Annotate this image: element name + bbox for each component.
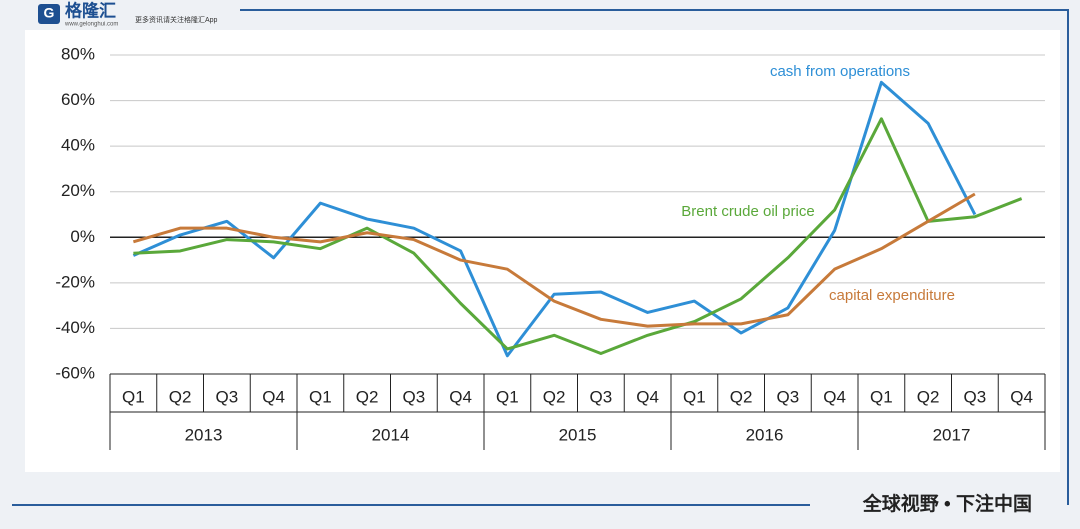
series-line (133, 117, 1023, 355)
y-tick-label: 0% (70, 227, 95, 246)
series-line (132, 80, 977, 358)
y-tick-label: 40% (61, 136, 95, 155)
x-tick-label: Q3 (216, 387, 239, 406)
y-tick-label: -20% (55, 272, 95, 291)
x-tick-label: Q3 (777, 387, 800, 406)
x-tick-label: Q2 (917, 387, 940, 406)
x-tick-label: Q4 (1010, 387, 1033, 406)
x-tick-label: Q1 (496, 387, 519, 406)
y-tick-label: -60% (55, 363, 95, 382)
series-label: cash from operations (770, 63, 910, 80)
x-tick-label: Q4 (262, 387, 285, 406)
group-label: 2015 (559, 425, 597, 444)
footer-slogan: 全球视野 • 下注中国 (862, 492, 1032, 515)
series-line (132, 192, 976, 328)
x-tick-label: Q2 (169, 387, 192, 406)
x-tick-label: Q2 (356, 387, 379, 406)
logo-icon (38, 4, 60, 24)
y-tick-label: -40% (55, 318, 95, 337)
y-tick-label: 60% (61, 90, 95, 109)
x-tick-label: Q1 (309, 387, 332, 406)
x-tick-label: Q3 (964, 387, 987, 406)
brand-name: 格隆汇 (65, 0, 116, 20)
x-tick-label: Q4 (823, 387, 846, 406)
x-tick-label: Q3 (403, 387, 426, 406)
series-label: Brent crude oil price (681, 203, 814, 220)
frame (12, 9, 1069, 505)
x-tick-label: Q3 (590, 387, 613, 406)
x-tick-label: Q1 (122, 387, 145, 406)
brand-tagline: 更多资讯请关注格隆汇App (135, 15, 218, 24)
group-label: 2014 (372, 425, 410, 444)
x-tick-label: Q2 (730, 387, 753, 406)
x-tick-label: Q1 (870, 387, 893, 406)
footer-area (810, 490, 1040, 518)
series-label: capital expenditure (829, 287, 955, 304)
x-tick-label: Q1 (683, 387, 706, 406)
group-label: 2016 (746, 425, 784, 444)
y-tick-label: 80% (61, 44, 95, 63)
plot-panel (25, 30, 1060, 472)
logo-letter: G (44, 5, 55, 21)
x-tick-label: Q4 (636, 387, 659, 406)
group-label: 2017 (933, 425, 971, 444)
x-tick-label: Q4 (449, 387, 472, 406)
group-label: 2013 (185, 425, 223, 444)
y-tick-label: 20% (61, 181, 95, 200)
x-tick-label: Q2 (543, 387, 566, 406)
brand-url: www.gelonghui.com (64, 22, 118, 28)
